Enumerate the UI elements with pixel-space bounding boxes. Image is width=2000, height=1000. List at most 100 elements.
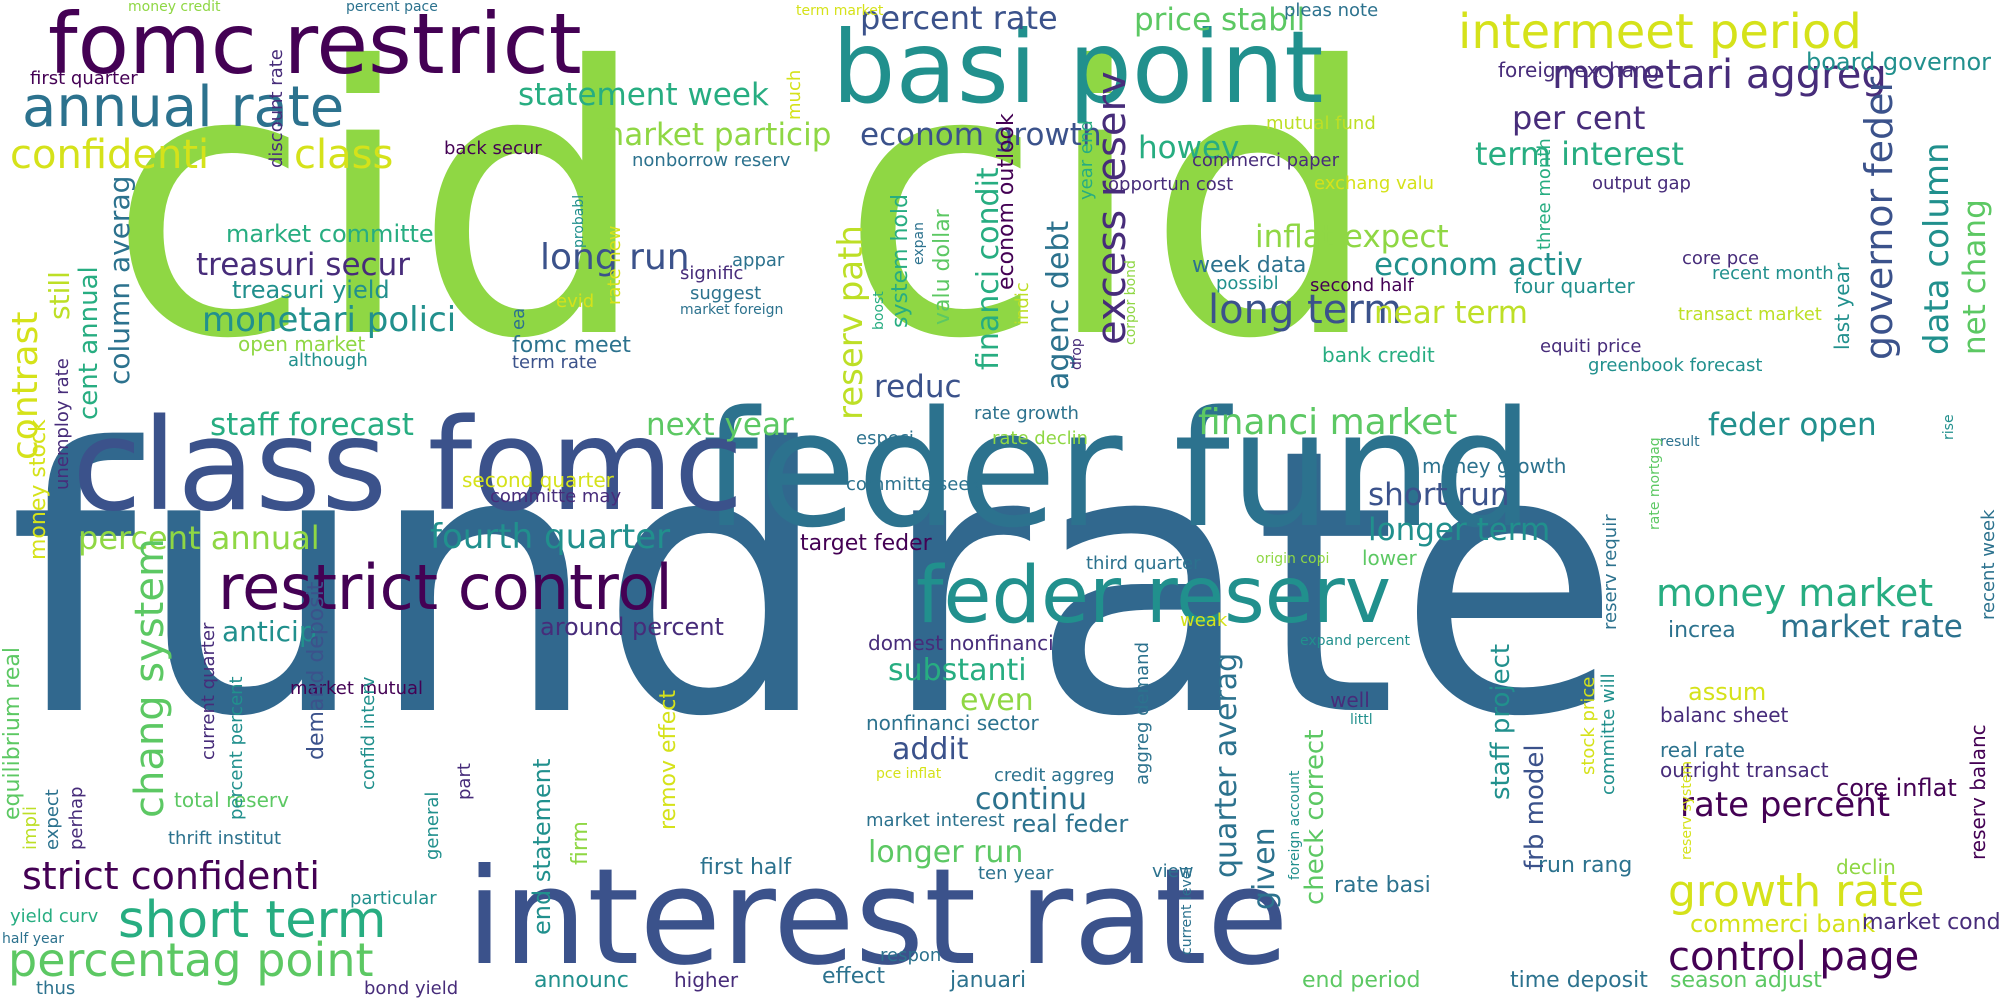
word-treasuri-secur: net chang [1957,199,1993,355]
word-equilibrium-real: ea [508,307,529,330]
word-control-page: control page [1668,934,1920,980]
word-term-interest: per cent [1512,99,1646,137]
word-howev: long run [540,237,690,278]
word-evid: especi [856,428,914,449]
word-total-reserv: corpor bond [1123,260,1139,345]
word-reserv-system: equilibrium real [0,647,25,820]
word-unemploy-rate: rate new [604,225,625,306]
word-increa: chang system [127,538,173,818]
word-thrift-institut: year end [1076,120,1097,200]
word-feder-reserv: feder reserv [916,551,1392,641]
word-littl: commerci paper [1192,150,1340,171]
word-part: second quarter [462,468,614,492]
word-ea: appar [732,250,785,271]
word-continu: feder open [1708,407,1877,443]
word-data-column: nonfinanci sector [866,711,1039,735]
word-suggest: money growth [1422,454,1567,478]
word-market-particip: fourth quarter [430,517,671,557]
word-rate-growth: real rate [1660,738,1745,762]
word-basi-point: basi point [832,9,1324,126]
word-growth-rate: growth rate [1668,866,1925,917]
word-transact-market: end period [1302,968,1421,993]
word-outright-transact: open market [238,332,366,356]
word-inflat-expect: reserv path [831,225,871,420]
word-respon: three month [1534,138,1555,250]
word-rise: respon [880,945,942,966]
word-first-quarter: valu dollar [930,209,955,325]
word-agenc-debt: origin copi [1256,551,1330,567]
word-market-committe: anticip [222,615,317,648]
word-balanc-sheet: market committe [226,220,434,248]
word-percentag-point: percentag point [8,933,374,987]
word-commerci-bank: cent annual [74,266,104,420]
word-long-run: percent rate [860,0,1058,37]
word-rate-mortgag: percent percent [226,676,247,820]
word-year-end: yield curv [10,906,99,927]
word-long-term: long term [1208,287,1403,333]
word-yield-curv: possibl [1216,273,1279,294]
word-percent-rate: treasuri secur [196,247,410,283]
word-nonfinanci-sector: rise [1941,414,1957,440]
word-fomc-meet: addit [892,732,969,767]
word-half-year: second half [1310,275,1414,296]
word-recent-month: januari [950,968,1027,993]
word-reserv-balanc: bond yield [364,978,459,999]
word-term-market: boost [871,291,887,330]
word-recent-week: thus [36,978,76,999]
word-per-cent: monetari aggreg [1552,52,1887,98]
word-money-credit: system hold [888,193,913,328]
word-much: evid [556,291,595,312]
word-cid-2: cid [840,0,1382,420]
word-system-hold: confid interv [358,676,379,790]
word-firm: view [1152,861,1194,882]
word-longer-run: short run [1368,477,1510,513]
word-money-growth: well [1330,688,1370,712]
word-greenbook-forecast: season adjust [1670,968,1822,993]
word-origin-copi: mutual fund [1266,113,1376,134]
word-around-percent: howev [1138,130,1240,166]
word-general: committe may [490,486,622,507]
word-reserv-path: expand percent [1300,633,1410,649]
word-feder-fund: feder fund [702,376,1535,563]
word-contrast: credit aggreg [994,765,1115,786]
word-bond-yield: bank credit [1322,343,1435,367]
word-appar: committe seek [846,474,980,495]
word-reserv-requir: perhap [66,786,87,850]
word-second-quarter: econom outlook [994,113,1019,290]
word-four-quarter: higher [674,968,739,992]
word-even: econom activ [1374,247,1583,283]
word-expect: much [784,69,805,120]
word-still: weak [1180,610,1228,631]
word-first-half: four quarter [1514,274,1635,298]
word-corpor-bond: half year [2,931,64,947]
word-possibl: assum [1688,678,1767,706]
word-stock-price: expect [42,789,63,850]
word-feder-open: reduc [874,369,962,405]
word-drop: thrift institut [168,828,282,849]
word-target-feder: rate basi [1334,873,1431,898]
word-lower: declin [1836,855,1896,879]
word-next-year: market particip [594,117,832,153]
word-valu-dollar: part [454,763,475,800]
word-money-market: money market [1656,571,1934,615]
word-current-level: unemploy rate [52,358,73,490]
word-reduc: econom growth [860,117,1102,153]
word-governor-feder: domest nonfinanci [868,631,1054,655]
word-short-run: next year [646,407,794,443]
word-third-quarter: reserv balanc [1966,724,1990,860]
word-domest-nonfinanci: last year [1830,262,1854,350]
word-rate-percent: longer run [868,835,1024,870]
word-higher: recent month [1712,263,1834,284]
word-market-condit: column averag [103,175,136,385]
word-exchang-valu: first half [700,855,792,880]
word-pce-inflat: board governor [1806,48,1992,76]
word-pleas-note: frb model [1520,744,1550,870]
word-expan: demand deposit [304,581,329,760]
word-rate: rate [880,372,1622,797]
word-class: class [294,132,394,178]
word-market-mutual: drop [1069,338,1085,370]
word-money-stock: probabl [571,194,587,248]
word-substanti: inflat expect [1255,219,1449,255]
word-core-pce: effect [822,964,885,989]
